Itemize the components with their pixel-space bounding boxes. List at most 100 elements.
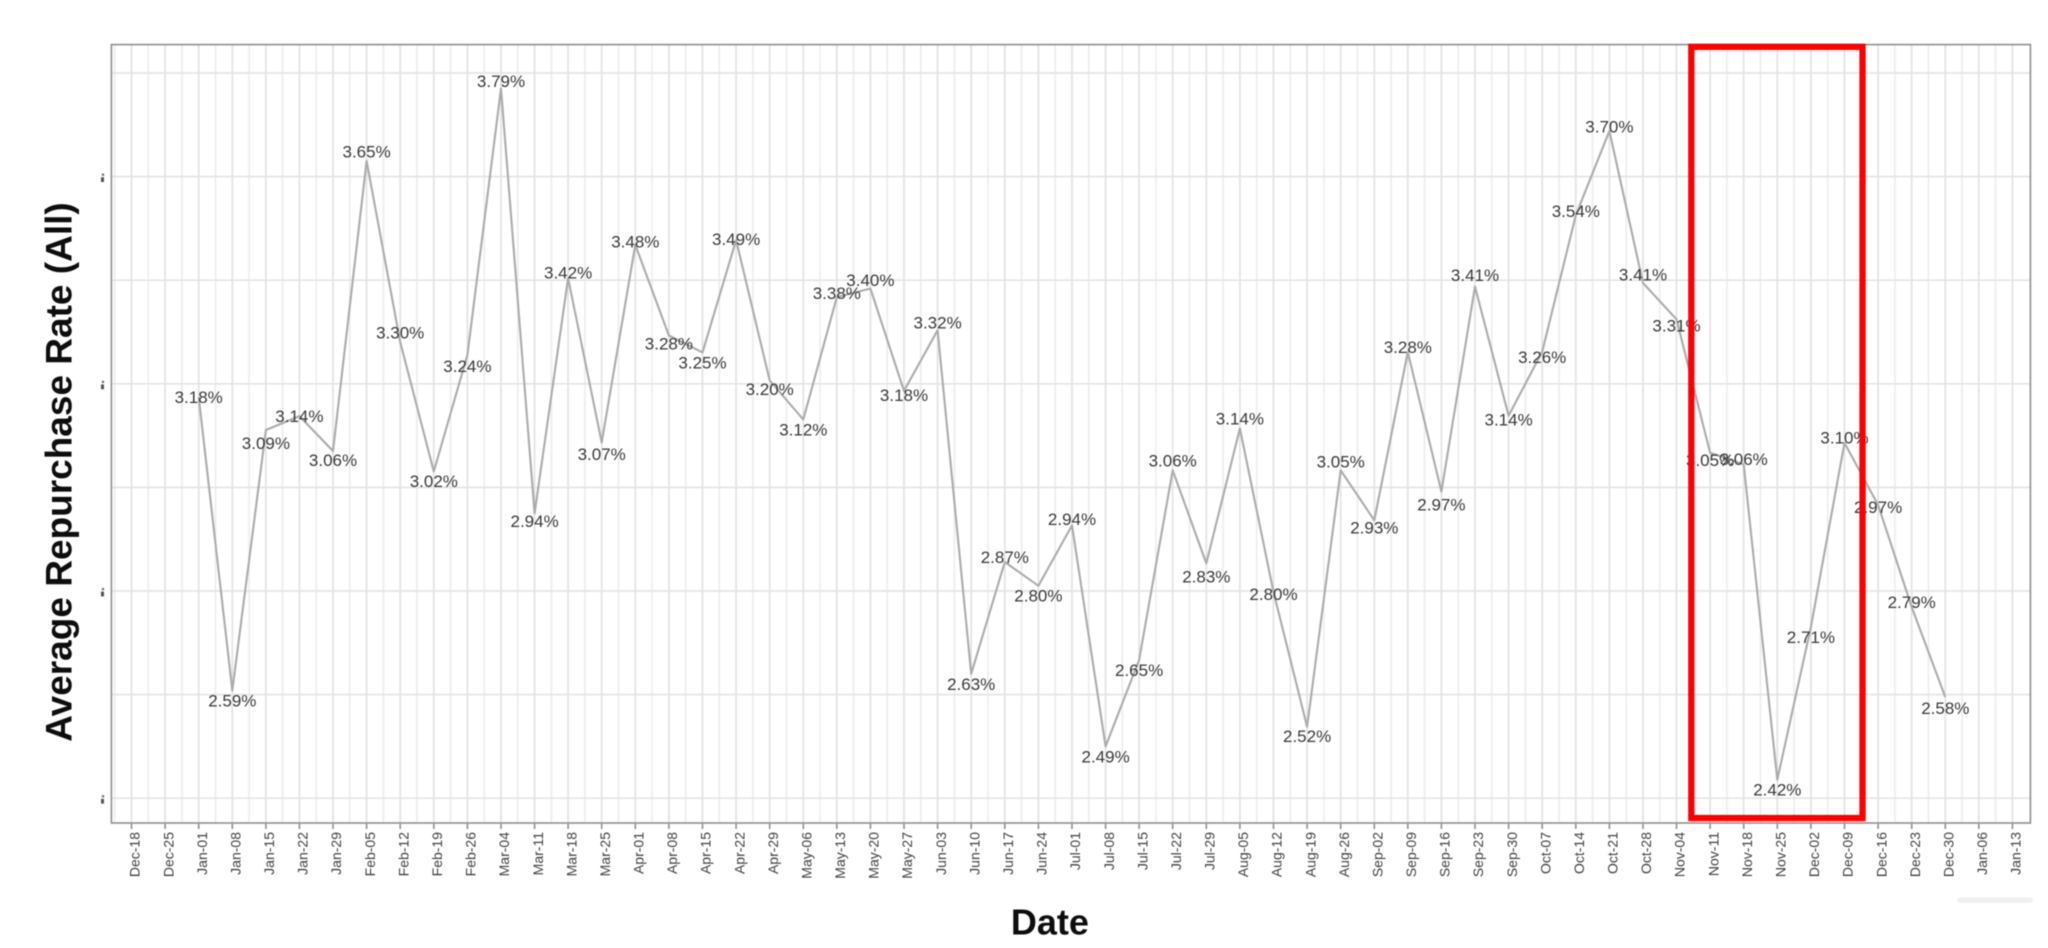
svg-text:Jan-29: Jan-29 [328,832,344,875]
svg-text:3.79%: 3.79% [477,72,525,91]
svg-text:Jan-15: Jan-15 [261,832,277,875]
svg-text:Dec-25: Dec-25 [160,832,176,877]
svg-text:Jun-10: Jun-10 [966,832,982,875]
svg-text:Feb-12: Feb-12 [395,832,411,877]
svg-text:2.58%: 2.58% [1921,699,1969,718]
svg-text:3.18%: 3.18% [175,388,223,407]
svg-text:3.02%: 3.02% [410,472,458,491]
svg-text:Oct-28: Oct-28 [1638,832,1654,874]
svg-text:Sep-09: Sep-09 [1403,832,1419,877]
svg-text:Sep-16: Sep-16 [1437,832,1453,877]
svg-text:3.09%: 3.09% [242,434,290,453]
svg-text:Jan-06: Jan-06 [1974,832,1990,875]
svg-text:Jan-13: Jan-13 [2008,832,2024,875]
svg-text:2.87%: 2.87% [981,548,1029,567]
svg-text:Mar-04: Mar-04 [496,832,512,877]
svg-text:2.65%: 2.65% [1115,661,1163,680]
svg-text:Mar-18: Mar-18 [563,832,579,877]
svg-text:Jun-17: Jun-17 [1000,832,1016,875]
svg-text:3.65%: 3.65% [342,143,390,162]
svg-text:May-20: May-20 [866,832,882,879]
svg-text:2.63%: 2.63% [947,675,995,694]
svg-text:Apr-22: Apr-22 [731,832,747,874]
svg-text:3.10%: 3.10% [1820,428,1868,447]
svg-text:Oct-21: Oct-21 [1605,832,1621,874]
svg-text:Average Repurchase Rate (All): Average Repurchase Rate (All) [39,202,80,741]
svg-text:Feb-05: Feb-05 [362,832,378,877]
svg-text:3.28%: 3.28% [645,335,693,354]
svg-text:Jul-29: Jul-29 [1202,832,1218,870]
svg-text:Dec-18: Dec-18 [127,832,143,877]
svg-text:Apr-01: Apr-01 [631,832,647,874]
svg-text:Sep-30: Sep-30 [1504,832,1520,877]
svg-text:Nov-04: Nov-04 [1672,832,1688,877]
svg-text:Jul-08: Jul-08 [1101,832,1117,870]
svg-text:Dec-02: Dec-02 [1806,832,1822,877]
svg-text:Dec-30: Dec-30 [1941,832,1957,877]
svg-text:Jan-22: Jan-22 [295,832,311,875]
svg-text:3.18%: 3.18% [880,386,928,405]
svg-text:3.24%: 3.24% [443,357,491,376]
svg-text:Aug-12: Aug-12 [1269,832,1285,877]
svg-text:3.14%: 3.14% [1484,411,1532,430]
svg-text:May-27: May-27 [899,832,915,879]
svg-text:Mar-11: Mar-11 [530,832,546,876]
svg-text:2.93%: 2.93% [1350,518,1398,537]
svg-text:May-06: May-06 [799,832,815,879]
svg-text:Date: Date [1011,902,1089,943]
svg-text:Jun-03: Jun-03 [933,832,949,875]
svg-text:Dec-23: Dec-23 [1907,832,1923,877]
svg-text:Apr-15: Apr-15 [698,832,714,874]
svg-text:2.49%: 2.49% [1081,747,1129,766]
svg-text:2.52%: 2.52% [1283,727,1331,746]
svg-text:3.07%: 3.07% [578,445,626,464]
svg-text:May-13: May-13 [832,832,848,879]
svg-text:Sep-23: Sep-23 [1470,832,1486,877]
svg-text:Nov-11: Nov-11 [1705,832,1721,876]
svg-text:Sep-02: Sep-02 [1370,832,1386,877]
svg-text:Jun-24: Jun-24 [1034,832,1050,875]
svg-text:3.54%: 3.54% [1552,202,1600,221]
svg-text:2.97%: 2.97% [1417,496,1465,515]
svg-text:3.14%: 3.14% [1216,410,1264,429]
svg-text:Aug-05: Aug-05 [1235,832,1251,877]
svg-text:2.42%: 2.42% [1753,781,1801,800]
svg-text:Oct-07: Oct-07 [1537,832,1553,874]
svg-text:2.80%: 2.80% [1014,586,1062,605]
svg-text:Nov-18: Nov-18 [1739,832,1755,877]
svg-text:3.49%: 3.49% [712,230,760,249]
svg-text:3.05%: 3.05% [1686,451,1734,470]
svg-text:3.30%: 3.30% [376,324,424,343]
svg-text:3.06%: 3.06% [1149,451,1197,470]
svg-text:3.06%: 3.06% [1720,450,1768,469]
svg-text:3.41%: 3.41% [1619,266,1667,285]
svg-text:Jul-01: Jul-01 [1067,832,1083,870]
svg-text:3.42%: 3.42% [544,264,592,283]
svg-text:3.41%: 3.41% [1451,266,1499,285]
svg-text:Jul-15: Jul-15 [1134,832,1150,870]
svg-text:2.80%: 2.80% [1249,585,1297,604]
svg-text:2.94%: 2.94% [510,512,558,531]
svg-text:Mar-25: Mar-25 [597,832,613,877]
svg-text:2.94%: 2.94% [1048,510,1096,529]
svg-text:3.12%: 3.12% [779,421,827,440]
svg-text:3.40%: 3.40% [846,271,894,290]
svg-text:3.32%: 3.32% [913,314,961,333]
svg-text:3.25%: 3.25% [678,353,726,372]
svg-text:Jan-01: Jan-01 [194,832,210,875]
svg-text:Aug-26: Aug-26 [1336,832,1352,877]
svg-text:Dec-09: Dec-09 [1840,832,1856,877]
svg-text:3.14%: 3.14% [275,407,323,426]
svg-text:3.26%: 3.26% [1518,348,1566,367]
svg-text:Apr-08: Apr-08 [664,832,680,874]
svg-text:Feb-19: Feb-19 [429,832,445,877]
svg-text:Oct-14: Oct-14 [1571,832,1587,874]
svg-text:3.28%: 3.28% [1384,338,1432,357]
svg-text:2.59%: 2.59% [208,692,256,711]
svg-text:2.97%: 2.97% [1854,498,1902,517]
svg-text:3.05%: 3.05% [1317,452,1365,471]
svg-text:2.71%: 2.71% [1787,628,1835,647]
svg-text:3.06%: 3.06% [309,451,357,470]
svg-text:3.48%: 3.48% [611,233,659,252]
svg-text:Jan-08: Jan-08 [228,832,244,875]
